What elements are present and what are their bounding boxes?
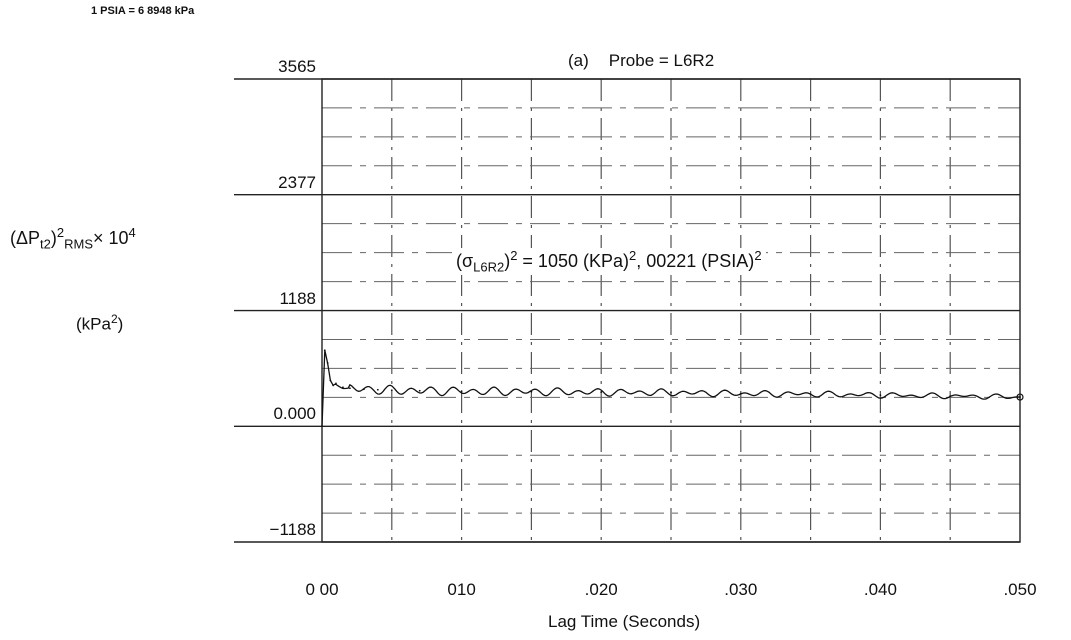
data-point (335, 382, 337, 385)
x-tick-label: .040 (863, 580, 897, 599)
y-units-sup: 2 (110, 312, 118, 326)
y-label-sup: 2 (56, 225, 65, 240)
series-end-marker (1016, 393, 1024, 401)
y-label-close: ) (50, 228, 57, 248)
data-point (349, 387, 351, 390)
x-tick-label: 0 00 (305, 580, 339, 599)
data-point (329, 379, 332, 382)
data-point (342, 386, 344, 389)
chart-title: (a) Probe = L6R2 (568, 51, 714, 71)
x-tick-label: 010 (447, 580, 476, 599)
ann-sub: L6R2 (473, 259, 505, 275)
data-point (332, 384, 335, 387)
data-point (418, 389, 421, 392)
series-line (321, 350, 1021, 427)
data-point (376, 388, 379, 391)
data-point (879, 394, 882, 397)
data-point (323, 349, 326, 352)
y-label-rms: RMS (64, 236, 93, 252)
y-axis-units: (kPa2) (76, 312, 123, 335)
y-tick-label: 3565 (278, 57, 316, 76)
y-tick-label: 0.000 (273, 404, 316, 424)
x-tick-label: .030 (724, 580, 758, 599)
y-tick-label: 1188 (279, 288, 316, 308)
y-axis-label: (ΔPt2)2RMS× 104 (10, 226, 136, 251)
y-label-exp: 4 (128, 225, 136, 240)
conversion-note: 1 PSIA = 6 8948 kPa (91, 5, 195, 17)
probe-title: Probe = L6R2 (608, 51, 715, 70)
x-tick-label: .050 (1003, 580, 1037, 599)
data-point (809, 393, 812, 396)
data-point (460, 390, 463, 393)
data-point (600, 391, 603, 394)
x-axis-label: Lag Time (Seconds) (548, 612, 701, 631)
y-units-close: ) (117, 314, 124, 334)
y-label-base: (ΔP (10, 228, 41, 248)
data-point (321, 425, 323, 428)
data-point (390, 389, 393, 392)
ann-open: (σ (456, 251, 474, 271)
ann-sup: 2 (510, 248, 518, 263)
ann-mid: = 1050 (KPa) (517, 251, 629, 271)
x-tick-label: .020 (584, 580, 618, 599)
y-tick-label: −1188 (269, 520, 316, 539)
y-label-mult: × 10 (93, 228, 129, 248)
data-point (1019, 396, 1021, 398)
ann-close: ) (504, 251, 511, 271)
data-point (362, 388, 365, 391)
variance-annotation: (σL6R2)2 = 1050 (KPa)2, 00221 (PSIA)2 (452, 248, 766, 275)
panel-label: (a) (568, 51, 589, 70)
data-point (530, 390, 533, 393)
data-point (949, 395, 952, 397)
data-point (670, 391, 672, 394)
ann-end: , 00221 (PSIA) (636, 251, 755, 271)
y-units-base: (kPa (76, 314, 111, 334)
ann-sup2: 2 (629, 248, 637, 263)
data-point (326, 362, 329, 364)
y-tick-label: 2377 (278, 172, 316, 192)
y-label-sub: t2 (40, 236, 51, 252)
data-point (739, 392, 742, 395)
ann-sup3: 2 (754, 248, 762, 263)
